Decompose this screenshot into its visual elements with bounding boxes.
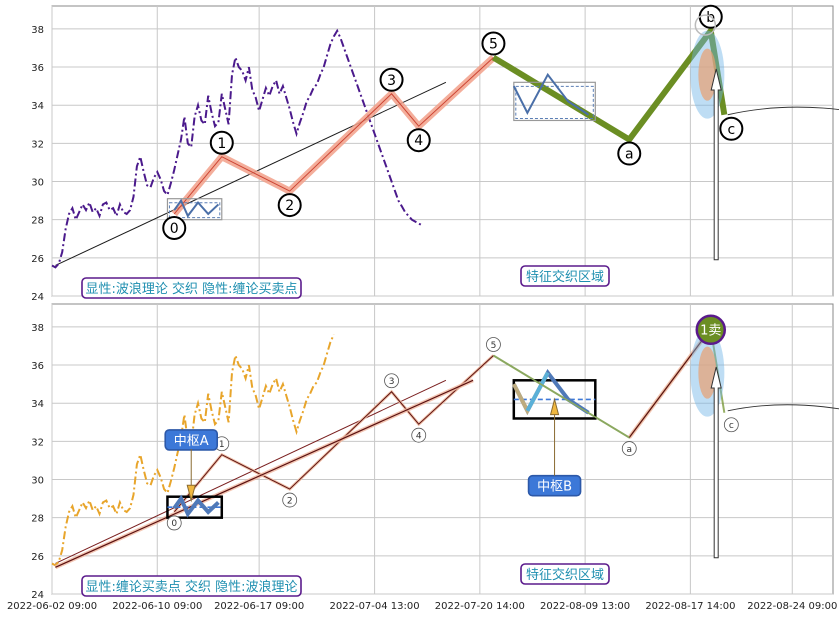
- wave-label-2: [282, 492, 298, 508]
- wave-label-4-text: 4: [414, 133, 423, 149]
- panel-bottom-caption-text: 显性:缠论买卖点 交织 隐性:波浪理论: [85, 579, 297, 595]
- wave-label-a: [621, 441, 637, 456]
- sell-point-marker: [695, 314, 727, 346]
- callout-b-arrow: [549, 397, 560, 416]
- price-series-line: [51, 28, 423, 269]
- impulse-wave-line: [173, 57, 494, 215]
- wave-label-c-text: c: [729, 421, 734, 431]
- panel-bottom: 2426283032343638012345ac1卖中枢A中枢B显性:缠论买卖点…: [31, 303, 839, 601]
- x-tick-label: 2022-06-17 09:00: [214, 601, 304, 612]
- y-tick-label: 32: [31, 437, 44, 448]
- y-tick-label: 34: [31, 101, 44, 112]
- wave-label-3: [384, 373, 399, 389]
- x-tick-label: 2022-08-17 14:00: [645, 601, 735, 612]
- wave-label-a-text: a: [627, 445, 633, 455]
- y-tick-label: 28: [31, 216, 44, 227]
- x-tick-label: 2022-06-02 09:00: [7, 601, 97, 612]
- panel-bottom-zone-label: [520, 563, 610, 585]
- panel-top-caption: [81, 277, 302, 299]
- x-tick-label: 2022-06-10 09:00: [112, 601, 202, 612]
- panel-top-caption-text: 显性:波浪理论 交织 隐性:缠论买卖点: [85, 281, 297, 297]
- wave-label-a: [617, 141, 642, 166]
- wave-label-c-text: c: [727, 122, 735, 138]
- y-tick-label: 38: [31, 25, 44, 36]
- y-tick-label: 26: [31, 552, 44, 563]
- wave-label-3: [379, 67, 404, 92]
- x-tick-label: 2022-08-24 09:00: [747, 601, 837, 612]
- trend-line: [55, 379, 447, 564]
- x-tick-label: 2022-07-20 14:00: [435, 601, 525, 612]
- y-tick-label: 34: [31, 399, 44, 410]
- wave-label-b-text: b: [706, 10, 715, 26]
- zhongshu-b-callout-text: 中枢B: [537, 480, 572, 495]
- zone-arrow: [710, 68, 722, 261]
- y-tick-label: 24: [31, 590, 44, 601]
- y-tick-label: 30: [31, 178, 44, 189]
- wave-label-0: [162, 215, 187, 240]
- panel-bottom-caption: [81, 575, 302, 597]
- feature-zone-core: [698, 346, 717, 399]
- wave-label-0: [166, 515, 182, 531]
- y-tick-label: 28: [31, 514, 44, 525]
- wave-label-5-text: 5: [489, 37, 498, 53]
- up-stroke-line: [628, 328, 712, 438]
- wave-label-1-text: 1: [219, 440, 225, 450]
- wave-label-3-text: 3: [389, 377, 395, 387]
- wave-label-5: [481, 31, 506, 56]
- wave-label-a-text: a: [625, 147, 634, 163]
- projection-curve: [727, 404, 839, 412]
- y-tick-label: 36: [31, 63, 44, 74]
- zone-arrow: [710, 366, 722, 559]
- panel-bottom-zone-label-text: 特征交织区域: [526, 567, 604, 583]
- sub-wave-line: [172, 494, 220, 518]
- wave-label-4-text: 4: [416, 431, 422, 441]
- zhongshu-box: [166, 198, 223, 221]
- projection-curve: [727, 106, 839, 116]
- x-tick-label: 2022-07-04 13:00: [330, 601, 420, 612]
- wave-label-0-text: 0: [170, 221, 179, 237]
- wave-label-c: [719, 116, 744, 141]
- wave-label-2-text: 2: [285, 198, 294, 214]
- stroke-segment-line: [55, 379, 474, 568]
- panel-top-zone-label-text: 特征交织区域: [526, 269, 604, 285]
- zhongshu-a-callout-text: 中枢A: [174, 434, 209, 449]
- wave-label-3-text: 3: [387, 73, 396, 89]
- wave-label-1: [209, 130, 234, 155]
- wave-label-1-text: 1: [217, 136, 226, 152]
- wave-label-2: [277, 193, 302, 218]
- y-tick-label: 32: [31, 139, 44, 150]
- sub-wave-highlight: [525, 371, 550, 412]
- down-stroke-line: [493, 354, 630, 439]
- y-tick-label: 36: [31, 361, 44, 372]
- wave-label-c: [723, 417, 739, 433]
- wave-label-4: [411, 427, 427, 443]
- wave-label-5: [486, 337, 501, 352]
- y-tick-label: 26: [31, 254, 44, 265]
- y-tick-label: 38: [31, 323, 44, 334]
- sub-wave-line: [173, 198, 220, 218]
- price-series-line: [51, 334, 335, 567]
- y-tick-label: 30: [31, 476, 44, 487]
- sell-point-marker-text: 1卖: [700, 323, 721, 338]
- panel-top-zone-label: [520, 265, 610, 287]
- wave-label-0-text: 0: [171, 519, 177, 529]
- wave-label-5-text: 5: [491, 341, 497, 351]
- wave-label-2-text: 2: [287, 496, 293, 506]
- sub-wave-line: [512, 72, 590, 116]
- feature-zone-core: [698, 48, 717, 101]
- callout-a-arrow: [186, 484, 196, 503]
- y-tick-label: 24: [31, 292, 44, 303]
- ghost-circle: [694, 14, 717, 36]
- wave-label-4: [406, 128, 431, 153]
- x-tick-label: 2022-08-09 13:00: [540, 601, 630, 612]
- zhongshu-inner: [168, 202, 221, 219]
